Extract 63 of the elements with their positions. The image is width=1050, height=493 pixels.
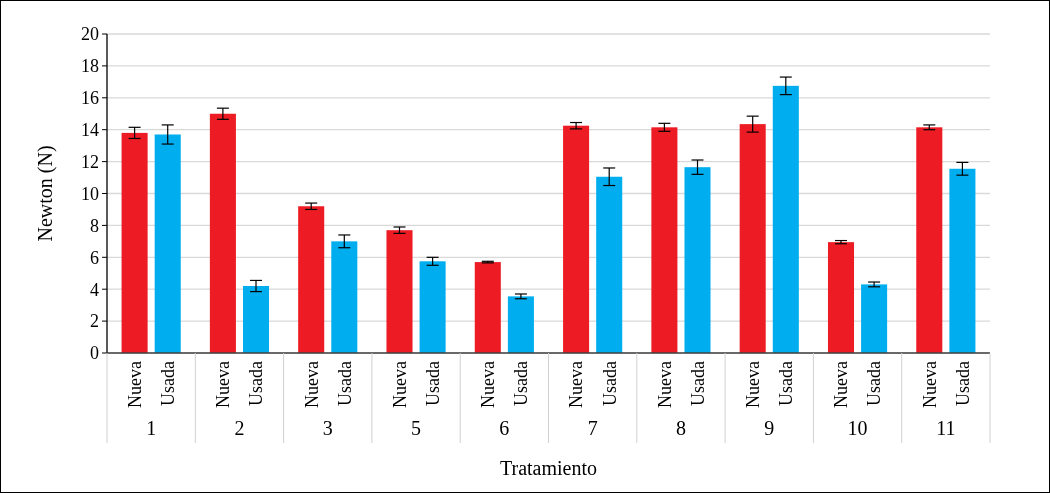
- text: Usada: [952, 361, 973, 406]
- text: Nueva: [919, 361, 940, 408]
- bar: [121, 132, 148, 353]
- bar: [419, 261, 446, 353]
- y-tick-label: 20: [81, 24, 99, 45]
- text: Usada: [511, 361, 532, 406]
- y-tick-label: 0: [90, 343, 99, 364]
- text: Usada: [422, 361, 443, 406]
- bar: [861, 284, 888, 353]
- bar: [739, 124, 766, 353]
- bar: [684, 167, 711, 353]
- bar: [154, 134, 181, 353]
- y-tick-label: 18: [81, 56, 99, 77]
- y-tick-label: 10: [81, 183, 99, 204]
- y-tick-label: 2: [90, 311, 99, 332]
- bar: [772, 85, 799, 353]
- text: Nueva: [478, 361, 499, 408]
- text: Usada: [687, 361, 708, 406]
- text: Nueva: [831, 361, 852, 408]
- x-tick-label: 9: [764, 417, 775, 439]
- text: Usada: [334, 361, 355, 406]
- bar: [298, 206, 325, 353]
- y-tick-label: 4: [90, 279, 99, 300]
- bar: [386, 230, 413, 353]
- y-axis-title: Newton (N): [34, 145, 57, 242]
- y-tick-label: 12: [81, 151, 99, 172]
- x-tick-label: 2: [234, 417, 245, 439]
- text: Usada: [776, 361, 797, 406]
- bar: [949, 168, 976, 353]
- x-tick-label: 3: [322, 417, 333, 439]
- bar: [331, 241, 358, 353]
- bar: [209, 113, 236, 353]
- bar: [563, 125, 590, 353]
- y-tick-label: 6: [90, 247, 99, 268]
- text: Nueva: [389, 361, 410, 408]
- y-tick-label: 14: [81, 120, 99, 140]
- text: Nueva: [124, 361, 145, 408]
- y-tick-label: 16: [81, 88, 99, 109]
- bar: [651, 127, 678, 353]
- x-tick-label: 6: [499, 417, 510, 439]
- bar: [507, 296, 534, 353]
- text: Nueva: [213, 361, 234, 408]
- text: Nueva: [301, 361, 322, 408]
- x-tick-label: 5: [411, 417, 422, 439]
- x-tick-label: 10: [847, 417, 868, 439]
- y-tick-label: 8: [90, 215, 99, 236]
- text: Usada: [158, 360, 179, 406]
- bar: [242, 286, 270, 353]
- bar: [827, 242, 855, 353]
- x-tick-label: 7: [587, 417, 598, 439]
- x-axis-title: Tratamiento: [499, 457, 598, 479]
- x-tick-label: 1: [146, 417, 157, 439]
- bar: [474, 262, 501, 353]
- x-tick-label: 8: [675, 417, 686, 439]
- text: Nueva: [566, 361, 587, 408]
- text: Usada: [599, 361, 620, 406]
- text: Nueva: [742, 361, 763, 408]
- text: Usada: [246, 361, 267, 406]
- x-tick-label: 11: [936, 417, 956, 439]
- text: Usada: [864, 361, 885, 406]
- bar: [916, 127, 943, 353]
- bar: [596, 176, 623, 353]
- text: Nueva: [654, 361, 675, 408]
